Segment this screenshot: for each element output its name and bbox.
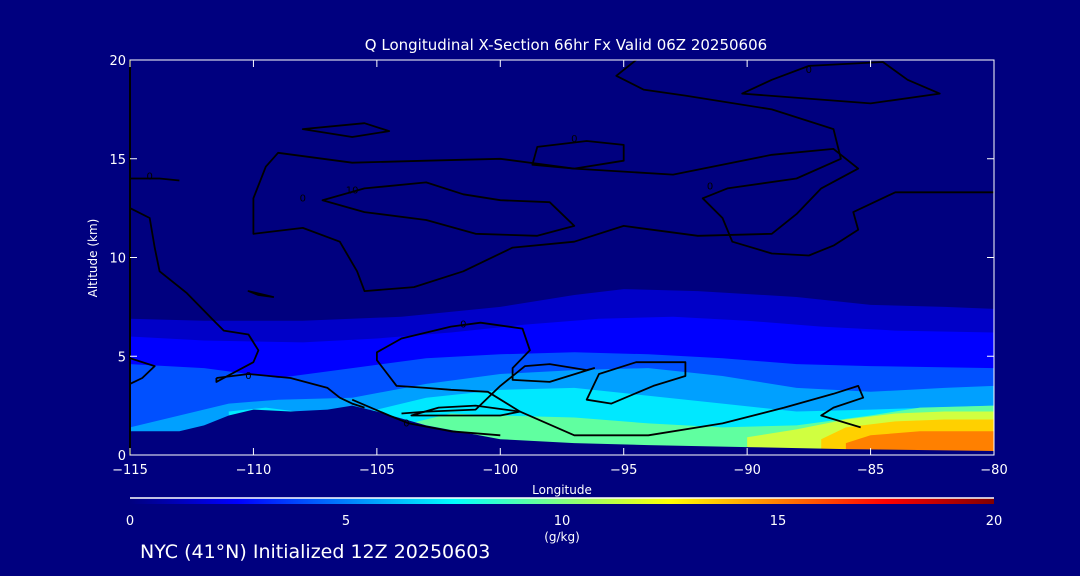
contour-line-0 [531,140,625,170]
colorbar-tick-label: 0 [126,514,134,529]
contour-label-3: 10 [346,185,359,196]
contour-line-9 [130,357,156,385]
moisture-layer-q16 [845,431,994,455]
y-tick-label: 15 [109,153,126,168]
x-axis-ticks: −115 −110 −105 −100 −95 −90 −85 −80 [112,60,1008,478]
contour-label-6: 0 [147,172,153,183]
contour-line-6 [130,177,180,182]
y-tick-label: 10 [109,252,126,267]
contour-line-13 [410,404,521,417]
x-tick-label: −80 [980,463,1007,478]
contour-line-7 [130,207,260,383]
x-axis-label: Longitude [532,483,592,497]
colorbar-ticks: 0 5 10 15 20 [126,514,1002,529]
colorbar-tick-label: 15 [770,514,787,529]
colorbar-tick-label: 20 [986,514,1003,529]
terrain-mask [130,405,994,455]
colorbar-strip [130,498,994,504]
x-tick-label: −95 [610,463,637,478]
contour-label-0: 0 [571,134,577,145]
contour-line-5 [615,60,994,257]
contour-line-4 [252,148,860,292]
contour-label-8: 0 [245,371,251,382]
contour-line-2 [741,61,941,105]
contour-label-12: 0 [403,418,409,429]
colorbar: 0 5 10 15 20 (g/kg) [126,497,1002,544]
y-tick-label: 20 [109,54,126,69]
x-tick-label: −110 [236,463,272,478]
chart-title: Q Longitudinal X-Section 66hr Fx Valid 0… [365,36,767,54]
x-tick-label: −100 [482,463,518,478]
contour-line-12 [351,398,501,437]
x-tick-label: −85 [857,463,884,478]
y-tick-label: 0 [118,449,126,464]
contour-line-8 [216,373,365,409]
x-tick-label: −90 [733,463,760,478]
x-tick-label: −105 [359,463,395,478]
plot-area: 0 0 10 0 0 0 0 0 0 [130,60,994,455]
colorbar-tick-label: 10 [554,514,571,529]
contour-line-14 [585,361,687,405]
contour-label-11: 0 [460,320,466,331]
y-axis-ticks: 0 5 10 15 20 [109,54,994,464]
colorbar-label: (g/kg) [544,530,580,544]
contour-label-5: 0 [707,181,713,192]
y-axis-label: Altitude (km) [86,219,100,298]
y-tick-label: 5 [118,350,126,365]
contour-line-11 [376,321,865,437]
contour-label-4: 0 [300,193,306,204]
terrain-area [130,405,994,455]
contour-line-10 [247,290,275,298]
station-info: NYC (41°N) Initialized 12Z 20250603 [140,541,491,563]
contour-label-2: 0 [806,65,812,76]
contour-lines: 0 0 10 0 0 0 0 0 0 [130,60,994,437]
contour-line-3 [321,181,576,237]
colorbar-tick-label: 5 [342,514,350,529]
x-tick-label: −115 [112,463,148,478]
contour-line-1 [301,122,391,138]
